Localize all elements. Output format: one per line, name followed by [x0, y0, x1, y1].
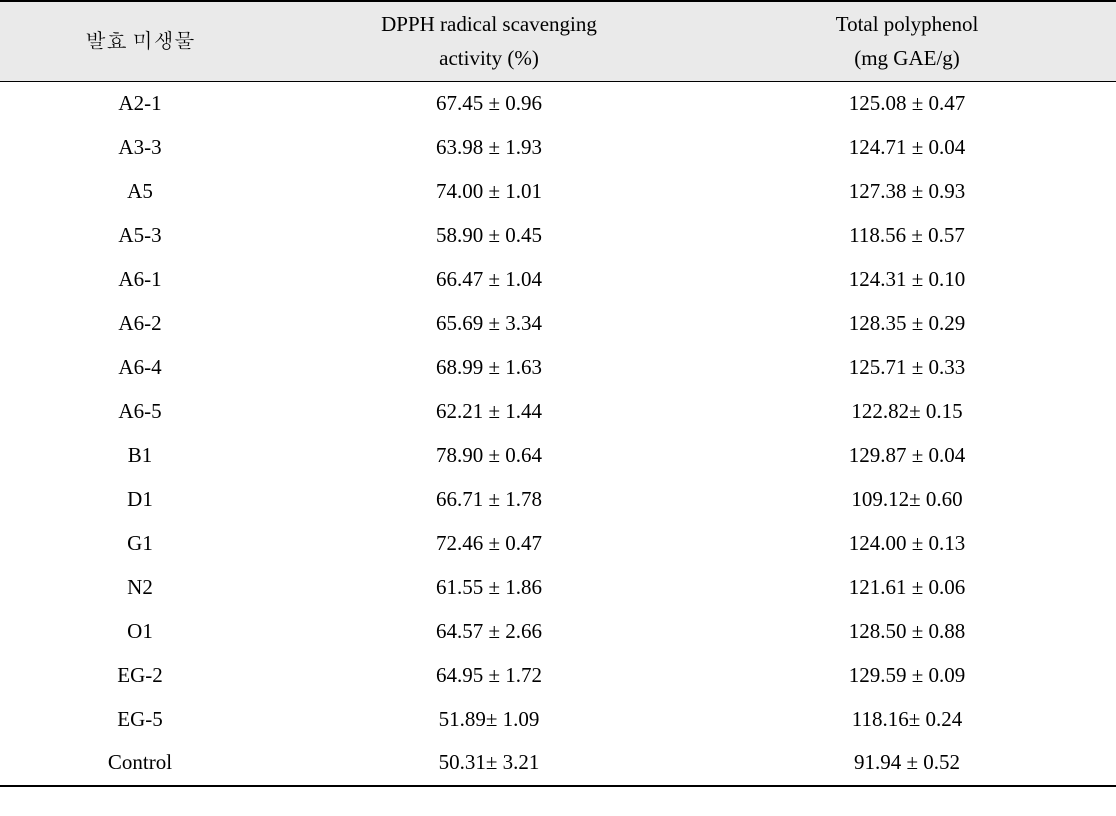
cell-name: A6-2 — [0, 302, 280, 346]
cell-name: A5 — [0, 170, 280, 214]
table-row: A6-468.99 ± 1.63125.71 ± 0.33 — [0, 346, 1116, 390]
table-row: Control50.31± 3.2191.94 ± 0.52 — [0, 742, 1116, 786]
cell-poly: 121.61 ± 0.06 — [698, 566, 1116, 610]
cell-dpph: 74.00 ± 1.01 — [280, 170, 698, 214]
cell-poly: 109.12± 0.60 — [698, 478, 1116, 522]
table-row: N261.55 ± 1.86121.61 ± 0.06 — [0, 566, 1116, 610]
table-row: A6-265.69 ± 3.34128.35 ± 0.29 — [0, 302, 1116, 346]
cell-dpph: 78.90 ± 0.64 — [280, 434, 698, 478]
cell-dpph: 58.90 ± 0.45 — [280, 214, 698, 258]
header-col2-line1: DPPH radical scavenging — [381, 12, 597, 36]
cell-dpph: 61.55 ± 1.86 — [280, 566, 698, 610]
cell-poly: 127.38 ± 0.93 — [698, 170, 1116, 214]
cell-name: A5-3 — [0, 214, 280, 258]
cell-poly: 124.31 ± 0.10 — [698, 258, 1116, 302]
cell-dpph: 72.46 ± 0.47 — [280, 522, 698, 566]
cell-name: O1 — [0, 610, 280, 654]
table-row: A3-363.98 ± 1.93124.71 ± 0.04 — [0, 126, 1116, 170]
table-row: A6-562.21 ± 1.44122.82± 0.15 — [0, 390, 1116, 434]
cell-name: A3-3 — [0, 126, 280, 170]
data-table: 발효 미생물 DPPH radical scavenging activity … — [0, 0, 1116, 787]
header-col3: Total polyphenol (mg GAE/g) — [698, 1, 1116, 82]
cell-poly: 125.71 ± 0.33 — [698, 346, 1116, 390]
table-row: A2-167.45 ± 0.96125.08 ± 0.47 — [0, 82, 1116, 126]
cell-poly: 122.82± 0.15 — [698, 390, 1116, 434]
header-col2-line2: activity (%) — [439, 46, 539, 70]
table-row: A574.00 ± 1.01127.38 ± 0.93 — [0, 170, 1116, 214]
table-row: B178.90 ± 0.64129.87 ± 0.04 — [0, 434, 1116, 478]
table-header-row: 발효 미생물 DPPH radical scavenging activity … — [0, 1, 1116, 82]
cell-name: A6-5 — [0, 390, 280, 434]
header-col3-line1: Total polyphenol — [836, 12, 979, 36]
cell-poly: 118.16± 0.24 — [698, 698, 1116, 742]
cell-dpph: 51.89± 1.09 — [280, 698, 698, 742]
cell-poly: 118.56 ± 0.57 — [698, 214, 1116, 258]
cell-name: N2 — [0, 566, 280, 610]
header-col3-line2: (mg GAE/g) — [854, 46, 960, 70]
table-row: EG-264.95 ± 1.72129.59 ± 0.09 — [0, 654, 1116, 698]
cell-dpph: 63.98 ± 1.93 — [280, 126, 698, 170]
cell-dpph: 50.31± 3.21 — [280, 742, 698, 786]
cell-name: B1 — [0, 434, 280, 478]
cell-dpph: 66.47 ± 1.04 — [280, 258, 698, 302]
cell-name: A6-4 — [0, 346, 280, 390]
cell-name: Control — [0, 742, 280, 786]
cell-name: A2-1 — [0, 82, 280, 126]
table-row: EG-551.89± 1.09118.16± 0.24 — [0, 698, 1116, 742]
table-row: A6-166.47 ± 1.04124.31 ± 0.10 — [0, 258, 1116, 302]
cell-dpph: 62.21 ± 1.44 — [280, 390, 698, 434]
cell-name: A6-1 — [0, 258, 280, 302]
cell-poly: 128.50 ± 0.88 — [698, 610, 1116, 654]
table-row: G172.46 ± 0.47124.00 ± 0.13 — [0, 522, 1116, 566]
cell-name: EG-2 — [0, 654, 280, 698]
table-body: A2-167.45 ± 0.96125.08 ± 0.47A3-363.98 ±… — [0, 82, 1116, 786]
table-row: D166.71 ± 1.78109.12± 0.60 — [0, 478, 1116, 522]
cell-poly: 124.71 ± 0.04 — [698, 126, 1116, 170]
cell-poly: 125.08 ± 0.47 — [698, 82, 1116, 126]
cell-dpph: 65.69 ± 3.34 — [280, 302, 698, 346]
cell-poly: 91.94 ± 0.52 — [698, 742, 1116, 786]
cell-poly: 128.35 ± 0.29 — [698, 302, 1116, 346]
table-row: O164.57 ± 2.66128.50 ± 0.88 — [0, 610, 1116, 654]
header-col2: DPPH radical scavenging activity (%) — [280, 1, 698, 82]
table-row: A5-358.90 ± 0.45118.56 ± 0.57 — [0, 214, 1116, 258]
cell-dpph: 66.71 ± 1.78 — [280, 478, 698, 522]
cell-dpph: 64.57 ± 2.66 — [280, 610, 698, 654]
cell-dpph: 67.45 ± 0.96 — [280, 82, 698, 126]
header-col1-text: 발효 미생물 — [85, 29, 195, 53]
cell-poly: 124.00 ± 0.13 — [698, 522, 1116, 566]
cell-poly: 129.59 ± 0.09 — [698, 654, 1116, 698]
cell-name: D1 — [0, 478, 280, 522]
cell-dpph: 68.99 ± 1.63 — [280, 346, 698, 390]
cell-name: G1 — [0, 522, 280, 566]
header-col1: 발효 미생물 — [0, 1, 280, 82]
cell-poly: 129.87 ± 0.04 — [698, 434, 1116, 478]
cell-dpph: 64.95 ± 1.72 — [280, 654, 698, 698]
cell-name: EG-5 — [0, 698, 280, 742]
